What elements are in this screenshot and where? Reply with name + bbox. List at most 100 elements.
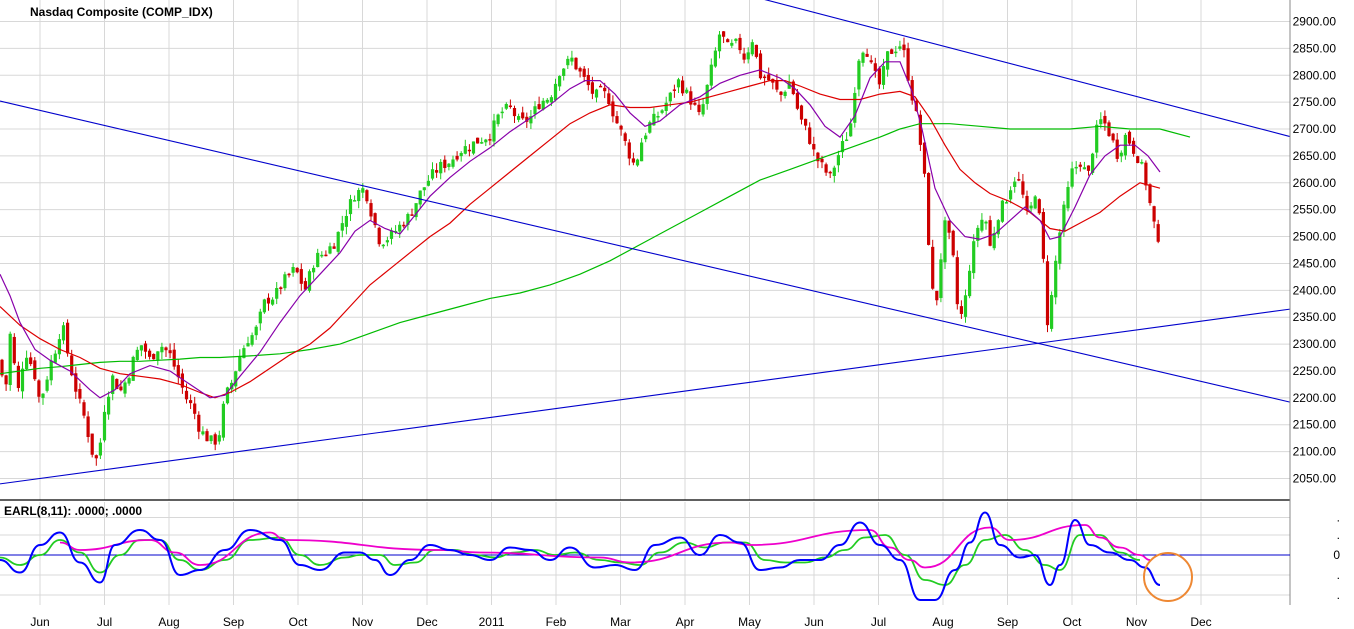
y-tick-label: 2600.00	[1293, 176, 1337, 190]
candle-body	[139, 345, 143, 351]
candle-body	[607, 93, 611, 105]
candle-body	[758, 53, 763, 79]
candle-body	[250, 335, 254, 345]
candle-body	[676, 79, 681, 88]
candle-body	[828, 171, 832, 174]
candle-body	[541, 100, 545, 110]
candle-body	[988, 220, 992, 246]
candle-body	[927, 173, 931, 245]
candle-body	[430, 169, 435, 179]
candle-body	[205, 431, 209, 442]
candle-body	[1004, 202, 1009, 204]
candle-body	[451, 159, 455, 167]
candle-body	[492, 120, 496, 142]
y-tick-label: 2700.00	[1293, 122, 1337, 136]
candle-body	[1033, 196, 1037, 209]
candle-body	[1136, 156, 1140, 163]
candle-body	[808, 127, 812, 144]
candle-body	[496, 114, 500, 125]
candle-body	[74, 373, 78, 392]
candle-body	[877, 68, 881, 85]
candle-body	[53, 353, 57, 363]
candle-body	[381, 244, 385, 247]
candle-body	[1041, 212, 1045, 259]
candle-body	[217, 435, 221, 442]
y-tick-label: 2050.00	[1293, 471, 1337, 485]
candle-body	[627, 142, 631, 159]
candle-body	[357, 190, 361, 202]
x-tick-label: Jul	[97, 615, 112, 629]
y-tick-label: 2650.00	[1293, 149, 1337, 163]
candle-body	[599, 85, 603, 88]
y-tick-label: 2550.00	[1293, 203, 1337, 217]
candle-body	[517, 116, 521, 120]
y-tick-label: 2150.00	[1293, 418, 1337, 432]
candle-body	[184, 390, 189, 400]
candle-body	[131, 356, 135, 381]
candle-body	[738, 37, 742, 51]
candle-body	[1058, 232, 1062, 264]
candle-body	[414, 203, 418, 218]
candle-body	[898, 46, 902, 49]
candle-body	[1148, 184, 1152, 204]
candle-body	[968, 270, 972, 297]
candle-body	[640, 142, 644, 162]
candle-body	[763, 76, 767, 79]
candle-body	[172, 349, 176, 367]
candle-body	[295, 267, 299, 273]
candle-body	[143, 343, 148, 352]
x-tick-label: Feb	[546, 615, 567, 629]
candle-body	[320, 254, 324, 257]
candle-body	[873, 63, 877, 71]
candle-body	[816, 152, 820, 162]
candle-body	[459, 152, 463, 157]
candle-body	[709, 64, 713, 86]
x-tick-label: Jun	[30, 615, 49, 629]
oscillator-tick-label: .	[1337, 528, 1340, 542]
candle-body	[336, 231, 340, 252]
candle-body	[824, 164, 828, 173]
candle-body	[648, 122, 652, 133]
candle-body	[189, 400, 193, 404]
candle-body	[389, 230, 394, 239]
candle-body	[713, 50, 717, 67]
candle-body	[836, 155, 840, 166]
candle-body	[746, 52, 750, 60]
oscillator-tick-label: .	[1337, 511, 1340, 525]
candle-body	[779, 91, 783, 95]
candle-body	[307, 271, 312, 291]
y-tick-label: 2450.00	[1293, 256, 1337, 270]
candle-body	[463, 146, 467, 154]
candle-body	[726, 39, 730, 43]
oscillator-axis-labels: .. 0..	[1333, 511, 1340, 603]
candle-body	[66, 322, 70, 354]
candle-body	[951, 230, 955, 256]
x-tick-label: Oct	[1063, 615, 1082, 629]
candle-body	[480, 142, 484, 144]
candle-body	[820, 158, 824, 163]
candle-body	[193, 403, 197, 414]
x-tick-label: Aug	[932, 615, 953, 629]
candle-body	[849, 123, 853, 137]
candle-body	[894, 51, 898, 54]
oscillator-tick-label: .	[1337, 588, 1340, 602]
candle-body	[61, 325, 66, 341]
oscillator-grid	[0, 502, 1290, 605]
candle-body	[168, 350, 172, 354]
candle-body	[111, 375, 115, 394]
y-tick-label: 2400.00	[1293, 283, 1337, 297]
price-candles	[0, 31, 1160, 466]
candle-body	[156, 351, 160, 361]
candle-body	[1140, 162, 1144, 164]
x-tick-label: Jun	[804, 615, 823, 629]
x-tick-label: Aug	[158, 615, 179, 629]
candle-body	[476, 137, 480, 144]
candle-body	[734, 38, 738, 41]
candle-body	[471, 141, 476, 154]
candle-body	[98, 442, 102, 456]
x-tick-label: Sep	[997, 615, 1019, 629]
candle-body	[1050, 295, 1054, 329]
candle-body	[959, 306, 963, 314]
candle-body	[312, 267, 316, 273]
